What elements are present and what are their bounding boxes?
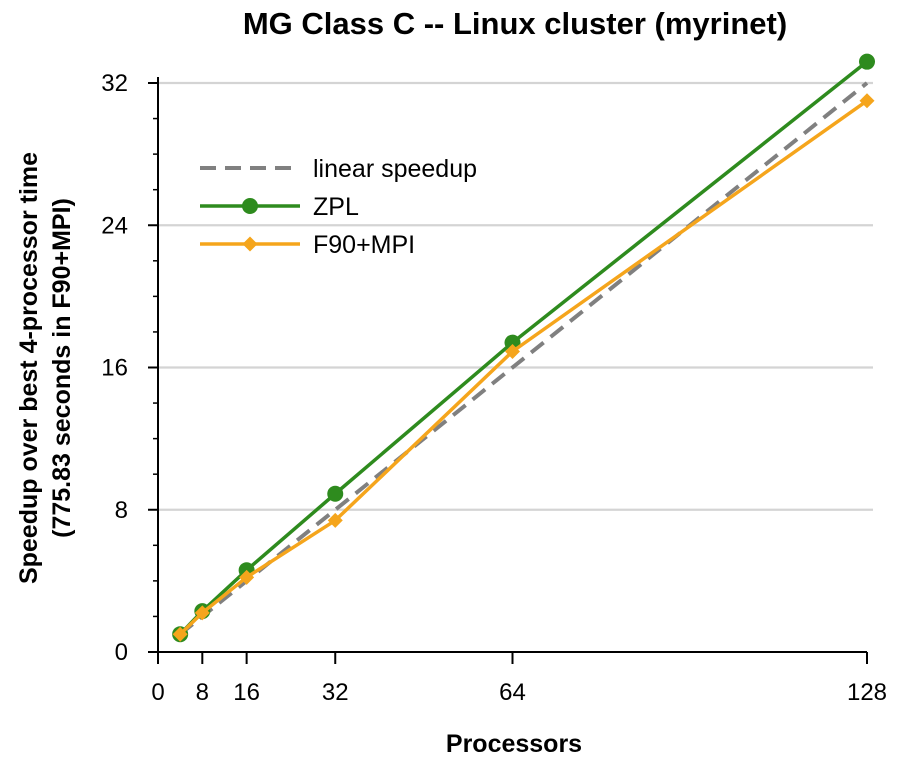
x-axis-label: Processors [446,730,582,758]
x-tick-label: 0 [151,679,164,706]
data-point-f90-mpi [859,93,875,109]
y-axis-label-line2: (775.83 seconds in F90+MPI) [48,198,76,538]
series-line-zpl [178,60,869,636]
axes: 0 8 16 24 32 0 8 16 32 64 128 [101,70,887,706]
legend-label-f90-mpi: F90+MPI [313,231,415,259]
legend-marker-zpl [242,198,258,214]
data-point-zpl [859,53,875,70]
y-tick-label: 8 [115,497,128,524]
data-point-f90-mpi [327,512,343,528]
grid [158,81,873,511]
legend: linear speedup ZPL F90+MPI [200,155,477,259]
legend-label-linear-speedup: linear speedup [313,155,477,183]
x-tick-label: 64 [499,679,526,706]
data-point-f90-mpi [505,343,520,359]
x-tick-label: 128 [847,679,887,706]
y-tick-label: 24 [101,212,128,239]
chart-title: MG Class C -- Linux cluster (myrinet) [243,6,787,41]
y-axis-label-line1: Speedup over best 4-processor time [15,152,43,584]
data-point-zpl [327,485,344,502]
legend-label-zpl: ZPL [313,193,359,221]
y-tick-label: 32 [101,70,128,97]
series-line-linear-speedup [178,81,869,636]
x-tick-label: 16 [233,679,260,706]
data-point-f90-mpi [194,605,210,621]
x-tick-label: 8 [196,679,209,706]
y-tick-label: 16 [101,355,128,382]
series-group [172,53,875,643]
data-point-f90-mpi [172,626,188,642]
data-point-f90-mpi [239,569,255,585]
legend-marker-f90-mpi [242,236,258,252]
y-tick-label: 0 [115,639,128,666]
x-tick-label: 32 [322,679,349,706]
